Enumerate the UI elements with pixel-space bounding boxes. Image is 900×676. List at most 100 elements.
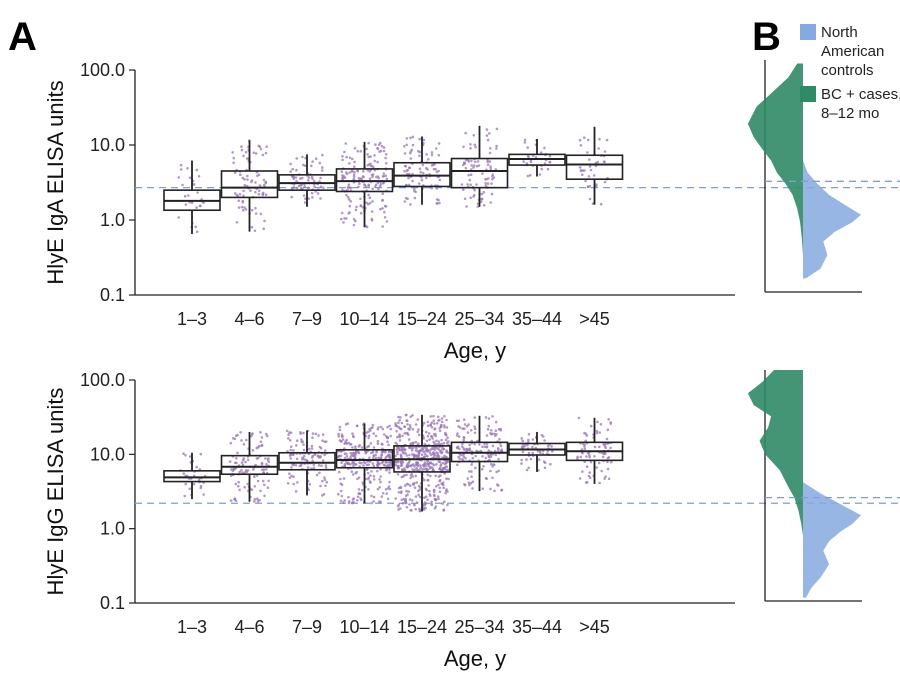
data-point <box>318 471 321 475</box>
data-point <box>195 465 198 469</box>
data-point <box>480 197 484 201</box>
data-point <box>184 203 188 206</box>
data-point <box>237 480 240 484</box>
data-point <box>428 438 432 441</box>
data-point <box>473 416 477 419</box>
data-point <box>340 461 343 465</box>
data-point <box>288 431 291 434</box>
data-point <box>414 474 418 478</box>
data-point <box>230 468 233 471</box>
data-point <box>237 199 240 202</box>
data-point <box>262 471 266 474</box>
data-point <box>295 439 299 443</box>
data-point <box>316 192 320 195</box>
data-point <box>241 176 245 180</box>
data-point <box>385 162 388 165</box>
data-point <box>321 166 324 169</box>
data-point <box>350 470 354 474</box>
data-point <box>192 482 196 486</box>
data-points-group <box>340 141 389 229</box>
data-point <box>337 432 340 436</box>
data-point <box>340 440 343 443</box>
data-point <box>369 164 373 168</box>
data-point <box>368 456 371 460</box>
data-point <box>249 189 252 192</box>
data-point <box>292 453 295 456</box>
data-point <box>374 456 378 460</box>
data-point <box>197 175 201 178</box>
data-point <box>296 481 299 484</box>
data-point <box>413 465 416 468</box>
data-point <box>471 456 475 460</box>
data-point <box>405 473 408 477</box>
data-point <box>415 454 418 457</box>
data-point <box>380 144 384 148</box>
data-point <box>265 432 268 436</box>
data-point <box>368 201 372 205</box>
data-point <box>416 430 420 434</box>
data-point <box>437 142 441 145</box>
data-point <box>432 414 435 418</box>
data-point <box>418 154 421 158</box>
data-point <box>481 455 484 458</box>
data-point <box>480 467 484 471</box>
data-point <box>386 425 389 429</box>
data-point <box>379 425 383 429</box>
data-point <box>527 451 531 455</box>
data-point <box>416 464 420 468</box>
data-point <box>377 187 380 191</box>
data-point <box>483 442 486 446</box>
data-point <box>312 463 316 467</box>
data-point <box>490 429 493 432</box>
data-point <box>606 456 610 460</box>
data-point <box>458 447 461 451</box>
data-point <box>308 482 312 486</box>
data-point <box>486 158 489 162</box>
data-point <box>343 499 347 502</box>
data-point <box>261 153 265 157</box>
data-point <box>540 167 544 171</box>
data-point <box>339 482 343 486</box>
data-point <box>250 488 254 492</box>
legend-label-controls: North American controls <box>821 24 889 79</box>
data-point <box>414 495 418 498</box>
data-point <box>578 477 582 480</box>
data-point <box>423 478 426 482</box>
data-point <box>603 160 606 164</box>
data-point <box>246 482 249 486</box>
data-point <box>602 443 605 446</box>
data-point <box>234 482 238 486</box>
data-point <box>319 185 323 188</box>
data-point <box>370 501 373 505</box>
data-point <box>426 435 430 438</box>
y-tick-label: 1.0 <box>100 519 125 539</box>
data-point <box>422 508 426 511</box>
data-point <box>409 415 413 419</box>
x-tick-label: 15–24 <box>397 617 447 637</box>
data-point <box>262 191 265 195</box>
data-point <box>588 454 591 457</box>
data-point <box>543 466 547 470</box>
data-point <box>446 436 449 440</box>
data-point <box>242 189 245 193</box>
data-point <box>255 446 259 450</box>
data-point <box>418 451 421 455</box>
data-point <box>467 173 471 177</box>
data-point <box>311 160 314 163</box>
data-point <box>257 192 261 196</box>
data-point <box>259 489 262 493</box>
data-point <box>352 177 356 181</box>
data-point <box>586 151 589 154</box>
data-point <box>426 498 429 502</box>
data-point <box>253 229 257 233</box>
data-point <box>287 437 290 440</box>
data-point <box>398 439 402 442</box>
data-point <box>295 457 299 461</box>
x-axis-title: Age, y <box>444 646 506 671</box>
data-point <box>435 422 439 425</box>
data-point <box>369 162 372 166</box>
igg-boxplot-panel: 100.0 10.0 1.0 0.1 HlyE IgG ELISA units Age, … <box>43 370 900 671</box>
data-point <box>245 438 248 442</box>
data-point <box>367 193 370 197</box>
data-point <box>414 463 418 467</box>
